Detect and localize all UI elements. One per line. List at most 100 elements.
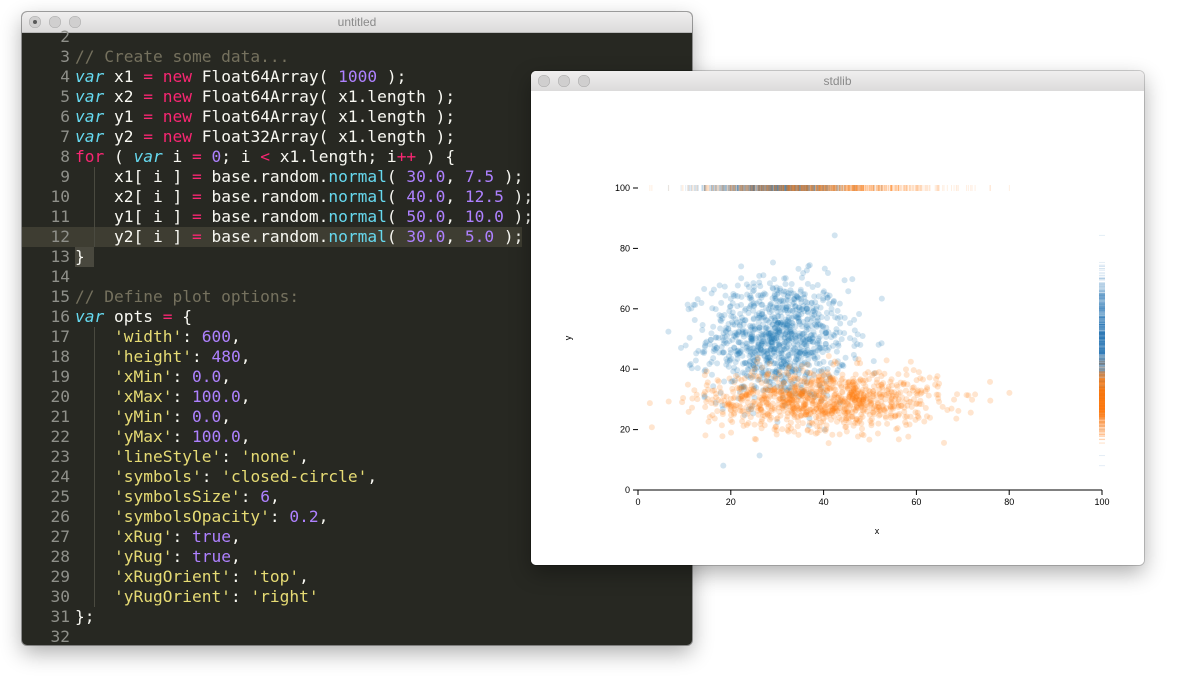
- line-number: 28: [50, 547, 71, 566]
- data-point: [766, 280, 773, 287]
- code-line: 8 for ( var i = 0; i < x1.length; i++ ) {: [22, 147, 692, 167]
- data-point: [791, 367, 798, 374]
- data-point: [827, 374, 834, 381]
- data-point: [716, 312, 723, 319]
- data-point: [764, 350, 771, 357]
- data-point: [718, 313, 725, 320]
- indent-guide: [94, 387, 95, 407]
- data-point: [755, 339, 762, 346]
- data-point: [741, 359, 748, 366]
- data-point: [813, 322, 820, 329]
- code-text: 'width': 600,: [75, 327, 241, 347]
- line-number: 25: [50, 487, 71, 506]
- zoom-window-icon[interactable]: [578, 75, 590, 87]
- data-point: [812, 349, 819, 356]
- data-point: [803, 379, 810, 386]
- data-point: [811, 311, 818, 318]
- data-point: [785, 372, 792, 379]
- data-point: [691, 317, 698, 324]
- data-point: [776, 329, 783, 336]
- code-token: 'yRug': [113, 547, 173, 566]
- data-point: [824, 294, 831, 301]
- data-point: [763, 305, 770, 312]
- data-point: [772, 317, 779, 324]
- data-point: [795, 318, 802, 325]
- data-point: [763, 324, 770, 331]
- code-token: true: [191, 527, 231, 546]
- data-point: [804, 322, 811, 329]
- data-point: [701, 286, 708, 293]
- code-line: 11 y1[ i ] = base.random.normal( 50.0, 1…: [22, 207, 692, 227]
- data-point: [719, 349, 726, 356]
- data-point: [763, 348, 770, 355]
- data-point: [859, 333, 866, 340]
- line-number: 2: [60, 27, 70, 46]
- data-point: [796, 321, 803, 328]
- code-token: 0.0: [191, 407, 222, 426]
- data-point: [781, 334, 788, 341]
- data-point: [744, 347, 751, 354]
- code-token: 30.0: [406, 227, 446, 246]
- data-point: [750, 353, 757, 360]
- data-point: [786, 336, 793, 343]
- code-token: 'closed-circle': [221, 467, 368, 486]
- code-line: 22 'yMax': 100.0,: [22, 427, 692, 447]
- data-point: [766, 334, 773, 341]
- data-point: [732, 334, 739, 341]
- data-point: [758, 347, 765, 354]
- indent-guide: [94, 207, 95, 227]
- minimize-window-icon[interactable]: [558, 75, 570, 87]
- line-number: 24: [50, 467, 71, 486]
- plot-title: stdlib: [823, 74, 852, 88]
- data-point: [758, 294, 765, 301]
- code-text: // Define plot options:: [75, 287, 299, 307]
- code-token: x1.length; i: [269, 147, 397, 166]
- data-point: [783, 361, 790, 368]
- data-point: [728, 378, 735, 385]
- code-line: 25 'symbolsSize': 6,: [22, 487, 692, 507]
- code-token: normal: [328, 187, 387, 206]
- indent-guide: [94, 227, 95, 247]
- data-point: [751, 357, 758, 364]
- data-point: [782, 307, 789, 314]
- data-point: [791, 362, 798, 369]
- data-point: [791, 358, 798, 365]
- code-token: normal: [328, 207, 387, 226]
- data-point: [717, 325, 724, 332]
- data-point: [748, 333, 755, 340]
- code-editor[interactable]: 2 3 // Create some data... 4 var x1 = new Fl…: [22, 27, 692, 645]
- code-line: 27 'xRug': true,: [22, 527, 692, 547]
- data-point: [762, 316, 769, 323]
- data-point: [787, 329, 794, 336]
- code-line: 21 'yMin': 0.0,: [22, 407, 692, 427]
- zoom-window-icon[interactable]: [69, 16, 81, 28]
- data-point: [749, 323, 756, 330]
- data-point: [806, 349, 813, 356]
- data-point: [756, 361, 763, 368]
- data-point: [807, 391, 814, 398]
- data-point: [836, 329, 843, 336]
- data-point: [786, 323, 793, 330]
- data-point: [776, 342, 783, 349]
- data-point: [750, 287, 757, 294]
- code-token: 'none': [240, 447, 300, 466]
- data-point: [747, 294, 754, 301]
- code-token: [75, 447, 114, 466]
- close-window-icon[interactable]: [29, 16, 41, 28]
- data-point: [739, 369, 746, 376]
- data-point: [828, 310, 835, 317]
- data-point: [776, 329, 783, 336]
- data-point: [794, 348, 801, 355]
- data-point: [820, 295, 827, 302]
- minimize-window-icon[interactable]: [49, 16, 61, 28]
- data-point: [790, 341, 797, 348]
- data-point: [748, 338, 755, 345]
- data-point: [791, 331, 798, 338]
- data-point: [750, 348, 757, 355]
- close-window-icon[interactable]: [538, 75, 550, 87]
- data-point: [746, 358, 753, 365]
- code-token: =: [192, 147, 202, 166]
- data-point: [804, 316, 811, 323]
- line-number: 32: [50, 627, 71, 645]
- data-point: [708, 290, 715, 297]
